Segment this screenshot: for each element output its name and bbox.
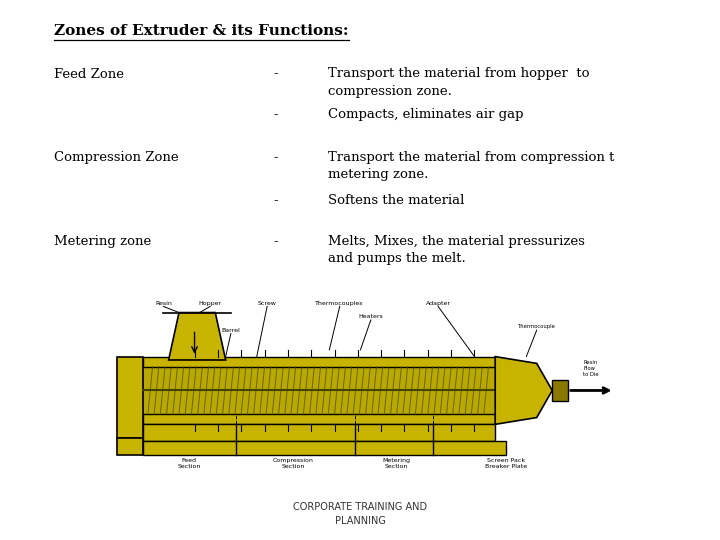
Bar <box>143 367 495 414</box>
Polygon shape <box>168 313 225 360</box>
Bar <box>143 441 505 455</box>
Text: -: - <box>274 235 278 248</box>
Text: Softens the material: Softens the material <box>328 194 464 207</box>
Bar <box>117 438 143 455</box>
Text: Adapter: Adapter <box>426 301 451 306</box>
Bar <box>117 356 143 438</box>
Text: Melts, Mixes, the material pressurizes
and pumps the melt.: Melts, Mixes, the material pressurizes a… <box>328 235 585 265</box>
Bar <box>552 380 568 401</box>
Text: CORPORATE TRAINING AND
PLANNING: CORPORATE TRAINING AND PLANNING <box>293 503 427 526</box>
Text: Feed
Section: Feed Section <box>178 458 201 469</box>
Bar <box>143 356 495 367</box>
Text: Zones of Extruder & its Functions:: Zones of Extruder & its Functions: <box>54 24 348 38</box>
Text: Feed Zone: Feed Zone <box>54 68 124 80</box>
Text: -: - <box>274 194 278 207</box>
Text: -: - <box>274 108 278 121</box>
Polygon shape <box>495 356 552 424</box>
Text: Barrel: Barrel <box>222 328 240 333</box>
Text: Compacts, eliminates air gap: Compacts, eliminates air gap <box>328 108 523 121</box>
Text: Screen Pack
Breaker Plate: Screen Pack Breaker Plate <box>485 458 526 469</box>
Text: Compression
Section: Compression Section <box>273 458 313 469</box>
Text: Hopper: Hopper <box>199 301 222 306</box>
Text: Metering zone: Metering zone <box>54 235 151 248</box>
Text: Resin
Flow
to Die: Resin Flow to Die <box>583 360 599 376</box>
Text: Compression Zone: Compression Zone <box>54 151 179 164</box>
Text: Transport the material from compression t
metering zone.: Transport the material from compression … <box>328 151 614 181</box>
Text: Transport the material from hopper  to
compression zone.: Transport the material from hopper to co… <box>328 68 589 98</box>
Text: Resin: Resin <box>155 301 172 306</box>
Text: Screw: Screw <box>258 301 276 306</box>
Text: Metering
Section: Metering Section <box>383 458 410 469</box>
Text: Thermocouple: Thermocouple <box>518 325 556 329</box>
Bar <box>143 424 495 441</box>
Bar <box>143 414 495 424</box>
Text: Heaters: Heaters <box>359 314 383 319</box>
Text: Thermocouples: Thermocouples <box>315 301 364 306</box>
Text: -: - <box>274 68 278 80</box>
Text: -: - <box>274 151 278 164</box>
